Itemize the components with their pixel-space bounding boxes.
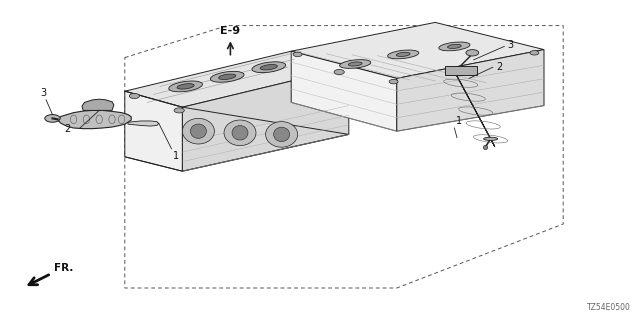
Ellipse shape xyxy=(447,44,461,48)
Ellipse shape xyxy=(266,122,298,147)
Ellipse shape xyxy=(388,50,419,59)
Ellipse shape xyxy=(219,74,236,80)
Circle shape xyxy=(389,79,398,84)
Text: FR.: FR. xyxy=(54,263,74,273)
Ellipse shape xyxy=(169,81,202,92)
Ellipse shape xyxy=(211,71,244,82)
Polygon shape xyxy=(125,51,349,107)
Polygon shape xyxy=(397,50,544,131)
Circle shape xyxy=(334,69,344,75)
Polygon shape xyxy=(125,91,182,171)
Text: 1: 1 xyxy=(456,116,462,126)
Text: 3: 3 xyxy=(40,88,47,98)
Ellipse shape xyxy=(340,60,371,68)
Polygon shape xyxy=(182,67,349,171)
Text: 1: 1 xyxy=(173,151,179,161)
Ellipse shape xyxy=(224,120,256,146)
Text: 3: 3 xyxy=(507,40,513,51)
Ellipse shape xyxy=(348,62,362,66)
Polygon shape xyxy=(82,99,114,110)
Circle shape xyxy=(293,52,302,57)
Text: E-9: E-9 xyxy=(220,26,241,36)
Ellipse shape xyxy=(232,126,248,140)
Circle shape xyxy=(466,50,479,56)
Polygon shape xyxy=(291,51,397,131)
Ellipse shape xyxy=(439,42,470,51)
Text: 2: 2 xyxy=(64,124,70,134)
Ellipse shape xyxy=(274,127,290,141)
Circle shape xyxy=(45,115,60,122)
Ellipse shape xyxy=(396,52,410,56)
Polygon shape xyxy=(58,110,131,129)
Polygon shape xyxy=(128,121,159,126)
Ellipse shape xyxy=(484,137,498,140)
Text: 2: 2 xyxy=(496,61,502,72)
Polygon shape xyxy=(291,22,544,78)
Ellipse shape xyxy=(191,124,206,139)
Polygon shape xyxy=(445,66,477,75)
Polygon shape xyxy=(457,76,495,147)
Text: TZ54E0500: TZ54E0500 xyxy=(586,303,630,312)
Circle shape xyxy=(129,93,140,99)
Ellipse shape xyxy=(252,62,285,73)
Ellipse shape xyxy=(177,84,194,89)
Ellipse shape xyxy=(182,118,214,144)
Circle shape xyxy=(174,108,184,113)
Ellipse shape xyxy=(260,64,277,70)
Circle shape xyxy=(530,51,539,55)
